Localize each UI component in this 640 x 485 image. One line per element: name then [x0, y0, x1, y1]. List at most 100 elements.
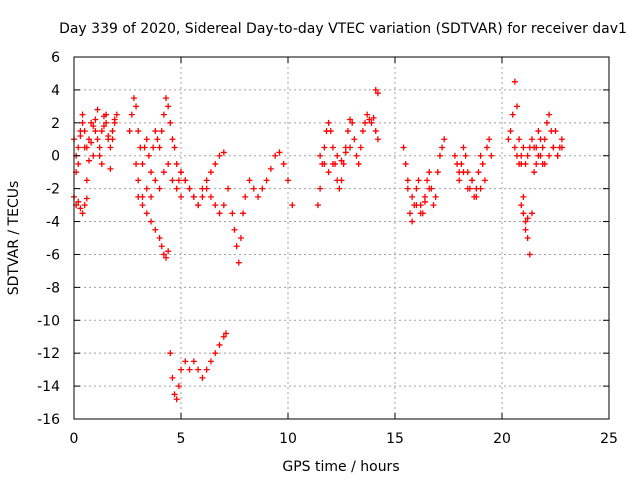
- data-point: [475, 169, 482, 176]
- data-point: [173, 160, 180, 167]
- data-point: [111, 116, 118, 123]
- x-tick-label: 25: [600, 431, 618, 447]
- data-point: [212, 160, 219, 167]
- data-point: [126, 128, 133, 135]
- data-point: [139, 160, 146, 167]
- data-point: [175, 177, 182, 184]
- data-point: [404, 177, 411, 184]
- y-tick-label: 0: [51, 149, 60, 165]
- data-point: [321, 144, 328, 151]
- data-point: [404, 185, 411, 192]
- data-point: [222, 330, 229, 337]
- data-point: [541, 160, 548, 167]
- data-point: [85, 136, 92, 143]
- data-point: [154, 136, 161, 143]
- data-point: [362, 119, 369, 126]
- data-point: [329, 144, 336, 151]
- data-point: [537, 136, 544, 143]
- data-point: [327, 128, 334, 135]
- data-point: [225, 185, 232, 192]
- data-point: [199, 374, 206, 381]
- data-point: [285, 177, 291, 184]
- y-tick-label: -2: [46, 182, 60, 198]
- data-point: [518, 152, 525, 159]
- data-point: [152, 128, 159, 135]
- data-point: [216, 341, 223, 348]
- data-point: [83, 177, 90, 184]
- data-point: [75, 198, 82, 205]
- data-point: [240, 210, 247, 217]
- data-point: [79, 111, 86, 118]
- data-point: [263, 177, 270, 184]
- data-point: [165, 248, 172, 255]
- data-point: [81, 202, 88, 209]
- data-point: [368, 119, 375, 126]
- data-point: [539, 144, 546, 151]
- data-point: [464, 185, 471, 192]
- data-point: [531, 169, 538, 176]
- data-point: [207, 169, 214, 176]
- data-point: [520, 144, 527, 151]
- data-point: [150, 144, 157, 151]
- data-point: [199, 185, 206, 192]
- data-point: [413, 185, 420, 192]
- data-point: [402, 160, 409, 167]
- data-point: [338, 157, 345, 164]
- data-point: [207, 193, 214, 200]
- data-point: [430, 202, 437, 209]
- data-point: [451, 152, 458, 159]
- data-point: [203, 177, 210, 184]
- data-point: [173, 185, 180, 192]
- data-point: [509, 111, 516, 118]
- data-point: [81, 144, 88, 151]
- data-point: [546, 111, 553, 118]
- data-point: [220, 149, 227, 156]
- data-point: [481, 177, 488, 184]
- data-point: [175, 383, 182, 390]
- data-point: [554, 152, 561, 159]
- data-point: [276, 149, 283, 156]
- data-point: [100, 123, 107, 130]
- data-point: [325, 119, 332, 126]
- data-point: [163, 95, 170, 102]
- data-point: [242, 193, 249, 200]
- data-point: [233, 243, 240, 250]
- data-point: [186, 366, 193, 373]
- y-tick-label: -16: [37, 412, 60, 428]
- data-point: [113, 111, 120, 118]
- data-point: [522, 160, 529, 167]
- data-point: [372, 128, 379, 135]
- data-point: [460, 144, 467, 151]
- data-point: [143, 136, 150, 143]
- data-point: [518, 202, 525, 209]
- y-tick-label: 4: [51, 83, 60, 99]
- data-point: [511, 78, 518, 85]
- y-tick-label: -8: [46, 280, 60, 296]
- data-point: [98, 160, 105, 167]
- data-point: [163, 254, 170, 261]
- data-point: [88, 139, 95, 146]
- data-point: [156, 185, 163, 192]
- data-point: [347, 144, 354, 151]
- data-point: [364, 111, 371, 118]
- data-point: [75, 160, 82, 167]
- data-point: [165, 103, 172, 110]
- data-point: [90, 152, 97, 159]
- data-point: [415, 177, 422, 184]
- data-point: [272, 152, 279, 159]
- data-point: [199, 193, 206, 200]
- data-point: [148, 193, 155, 200]
- data-point: [148, 218, 155, 225]
- data-point: [229, 210, 236, 217]
- data-point: [349, 119, 356, 126]
- data-point: [92, 128, 99, 135]
- data-point: [552, 128, 559, 135]
- data-point: [77, 128, 84, 135]
- data-point: [216, 210, 223, 217]
- data-point: [85, 157, 92, 164]
- data-point: [462, 152, 469, 159]
- data-point: [533, 160, 540, 167]
- data-point: [143, 185, 150, 192]
